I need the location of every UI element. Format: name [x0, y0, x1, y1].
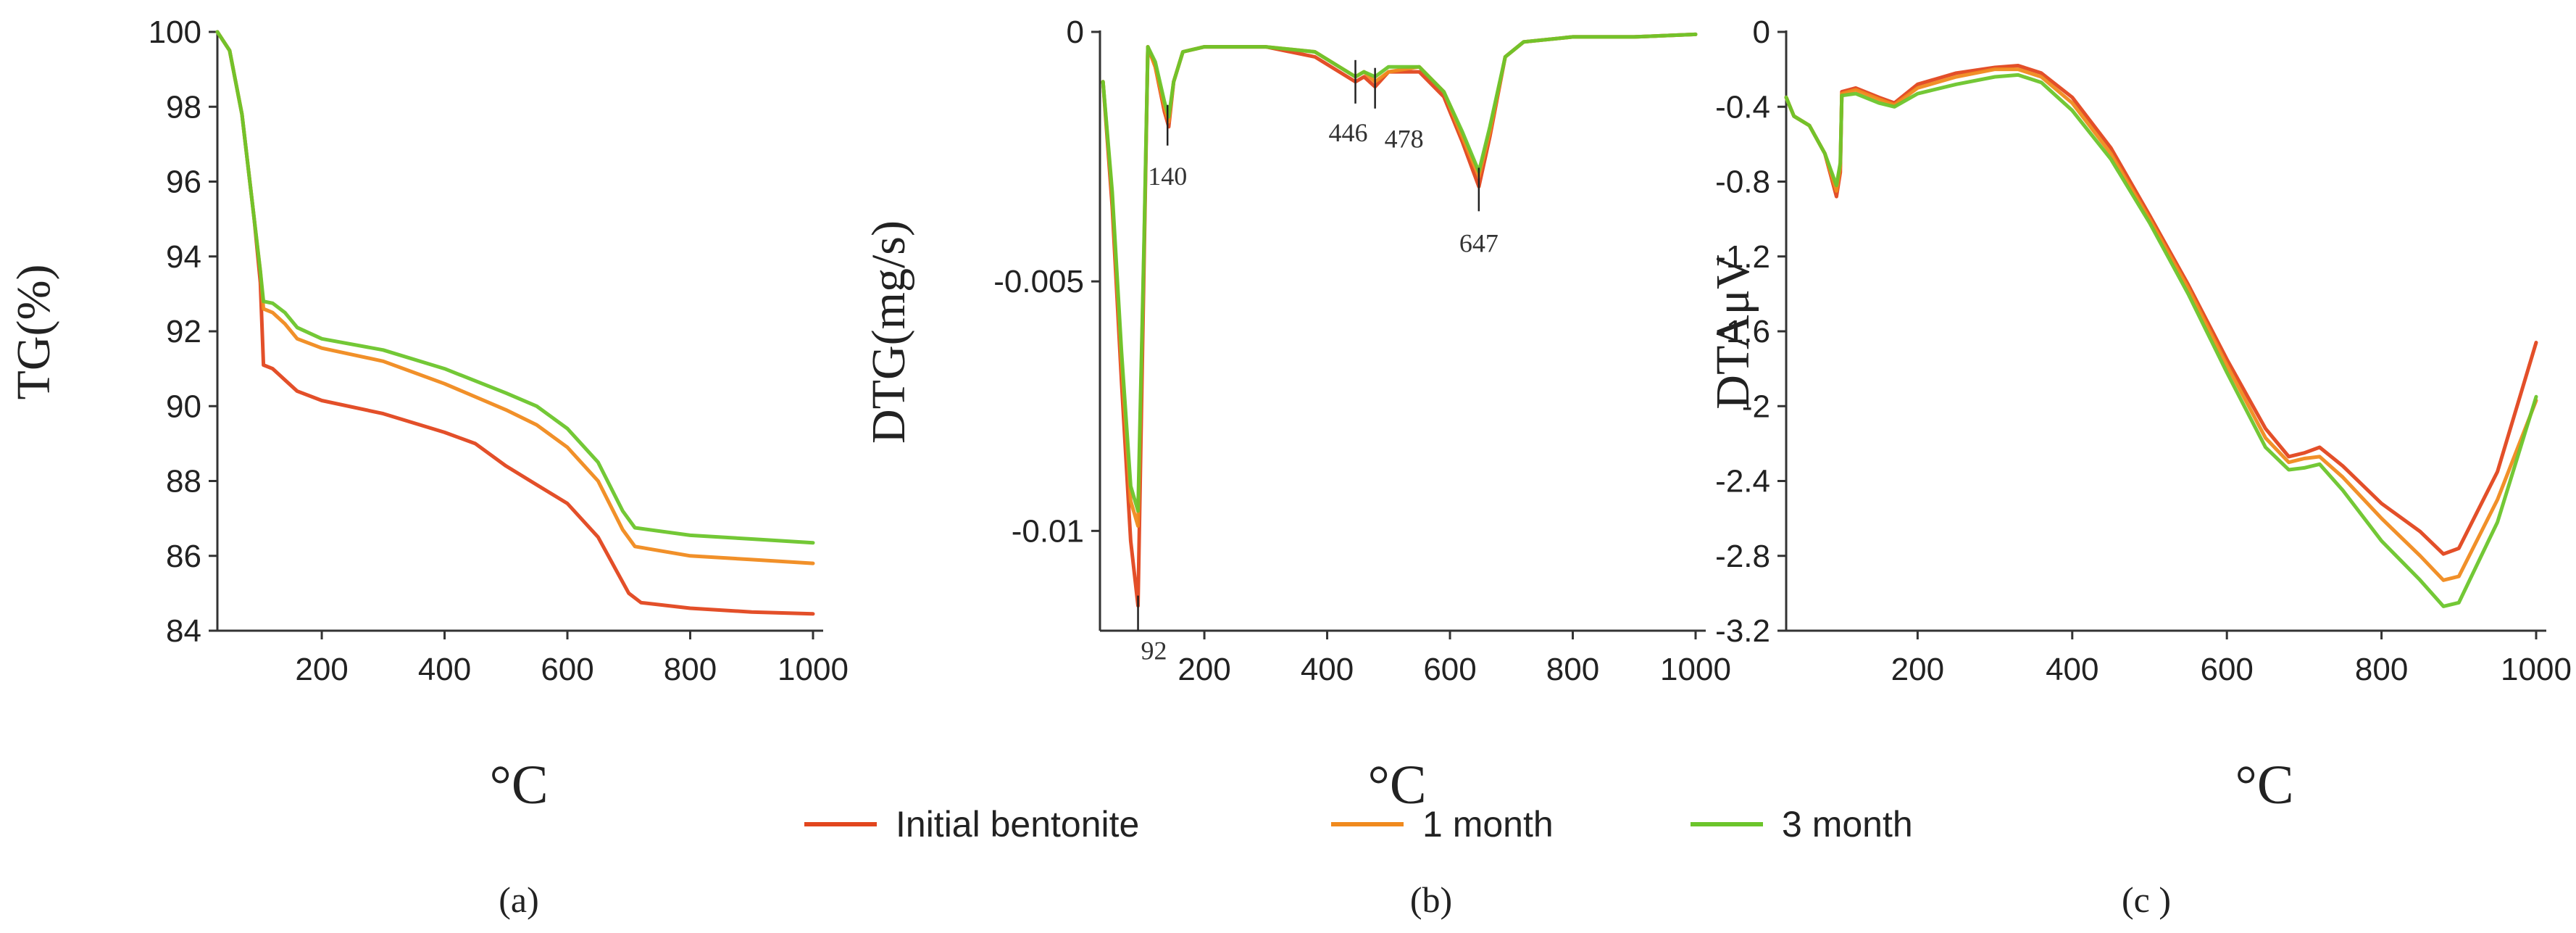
y-tick-label: -0.01 — [1012, 513, 1084, 549]
x-axis-title: °C — [489, 755, 548, 816]
y-tick-label: -3.2 — [1715, 613, 1770, 649]
y-axis-title: DTG(mg/s) — [862, 220, 915, 444]
panel-label: (c ) — [2122, 879, 2171, 920]
series-line-b-1 — [1101, 32, 1698, 528]
series-line-b-2 — [1101, 32, 1698, 513]
legend-label-1: 1 month — [1422, 804, 1554, 845]
x-tick-label: 600 — [2200, 652, 2253, 687]
x-tick-label: 400 — [1301, 652, 1354, 687]
y-tick-label: -0.8 — [1715, 165, 1770, 200]
y-tick-label: 100 — [149, 14, 201, 50]
x-tick-label: 1000 — [2501, 652, 2572, 687]
x-tick-label: 400 — [2046, 652, 2098, 687]
annotation-label: 446 — [1329, 118, 1368, 147]
series-line-c-0 — [1784, 64, 2538, 556]
x-tick-label: 200 — [1177, 652, 1230, 687]
legend-label-2: 3 month — [1782, 804, 1913, 845]
y-axis-title: DTAμV — [1706, 254, 1759, 409]
x-tick-label: 600 — [541, 652, 593, 687]
y-tick-label: 84 — [166, 613, 201, 649]
panel-b: 0 -0.005 -0.01 200 400 600 800 1000 DTG(mg/s) °C (… — [862, 14, 1731, 920]
y-tick-label: -0.4 — [1715, 89, 1770, 125]
y-tick-label: -1.2 — [1715, 239, 1770, 275]
y-tick-label: 86 — [166, 539, 201, 574]
y-axis-title: TG(%) — [7, 265, 60, 400]
panel-label: (b) — [1410, 879, 1452, 920]
annotation-label: 92 — [1141, 636, 1167, 665]
annotation-label: 478 — [1385, 125, 1424, 154]
annotation-label: 647 — [1459, 228, 1499, 257]
series-line-c-2 — [1784, 72, 2538, 608]
x-axis-title: °C — [2235, 755, 2293, 816]
panel-a: 84 86 88 90 92 94 96 98 100 200 400 600 800 1000 TG(%)… — [7, 14, 849, 920]
x-tick-label: 800 — [1546, 652, 1599, 687]
y-tick-label: 0 — [1753, 14, 1770, 50]
y-tick-label: 98 — [166, 89, 201, 125]
x-tick-label: 400 — [418, 652, 471, 687]
y-tick-label: 0 — [1067, 14, 1084, 50]
legend: Initial bentonite 1 month 3 month — [804, 804, 1913, 845]
y-tick-label: -2.8 — [1715, 539, 1770, 574]
y-tick-label: -0.005 — [993, 264, 1084, 299]
y-tick-label: -2 — [1742, 389, 1770, 424]
x-tick-label: 200 — [295, 652, 348, 687]
x-tick-label: 800 — [664, 652, 717, 687]
y-tick-label: -2.4 — [1715, 464, 1770, 499]
x-tick-label: 800 — [2355, 652, 2408, 687]
x-tick-label: 200 — [1891, 652, 1944, 687]
x-tick-label: 600 — [1423, 652, 1476, 687]
panel-label: (a) — [499, 879, 539, 920]
x-tick-label: 1000 — [1660, 652, 1731, 687]
y-tick-label: 94 — [166, 239, 201, 275]
y-tick-label: -1.6 — [1715, 314, 1770, 349]
y-tick-label: 88 — [166, 464, 201, 499]
legend-label-0: Initial bentonite — [896, 804, 1139, 845]
series-line-b-0 — [1101, 32, 1698, 608]
x-axis-title: °C — [1367, 755, 1426, 816]
series-line-a-0 — [215, 30, 815, 616]
y-tick-label: 92 — [166, 314, 201, 349]
y-tick-label: 96 — [166, 165, 201, 200]
y-tick-label: 90 — [166, 389, 201, 424]
panel-c: 0 -0.4 -0.8 -1.2 -1.6 -2 -2.4 -2.8 -3.2 200 400 600… — [1706, 14, 2572, 920]
series-line-a-2 — [215, 30, 815, 545]
x-tick-label: 1000 — [778, 652, 849, 687]
annotation-label: 140 — [1148, 162, 1187, 191]
series-line-c-1 — [1784, 67, 2538, 582]
series-line-a-1 — [215, 30, 815, 565]
